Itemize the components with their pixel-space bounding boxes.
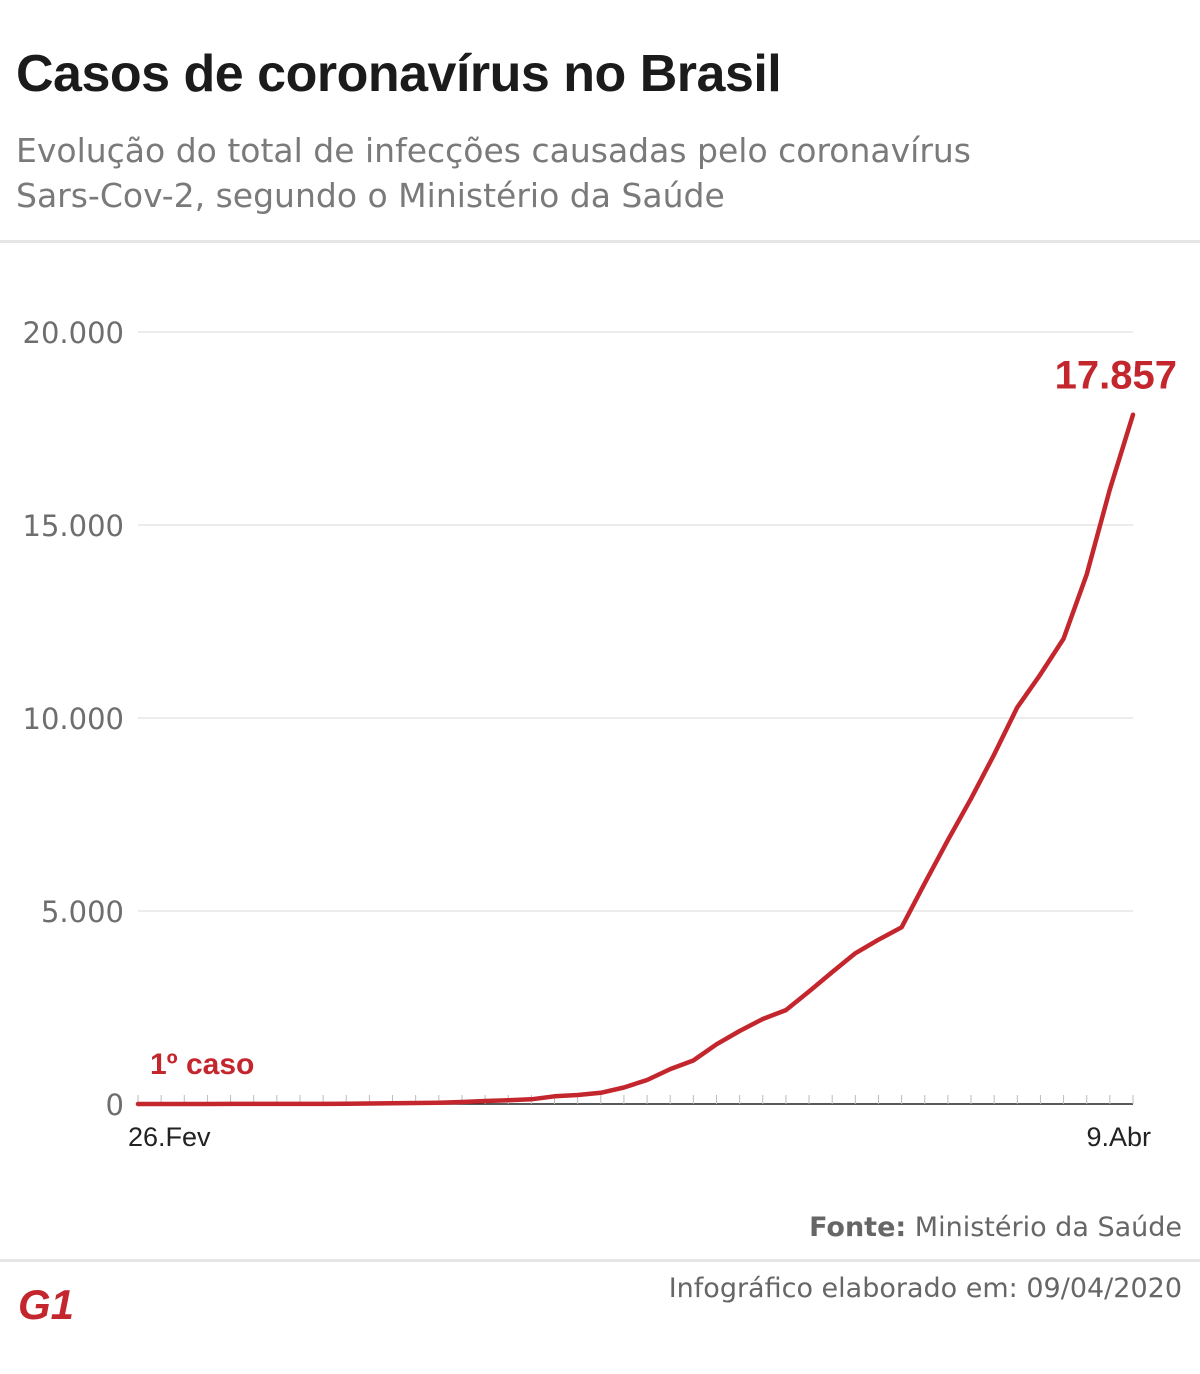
last-value-annotation: 17.857 <box>1055 354 1177 398</box>
x-tick-label: 26.Fev <box>128 1122 211 1152</box>
y-tick-label: 10.000 <box>23 702 124 736</box>
series-line <box>135 412 1136 1107</box>
chart-title: Casos de coronavírus no Brasil <box>16 45 782 103</box>
y-tick-label: 15.000 <box>23 509 124 543</box>
chart-subtitle: Evolução do total de infecções causadas … <box>16 128 1166 218</box>
credit-note: Infográfico elaborado em: 09/04/2020 <box>669 1273 1182 1304</box>
y-tick-label: 5.000 <box>41 895 124 929</box>
source-value: Ministério da Saúde <box>914 1212 1182 1243</box>
line-chart: 0 5.000 10.000 15.000 20.000 26.Fev 9.Abr 1º ca… <box>23 316 1177 1152</box>
top-divider <box>0 240 1200 243</box>
subtitle-line-2: Sars-Cov-2, segundo o Ministério da Saúd… <box>16 176 725 215</box>
g1-logo: G1 <box>18 1283 74 1323</box>
g1-logo-text: G1 <box>18 1283 74 1323</box>
y-tick-label: 20.000 <box>23 316 124 350</box>
source-label: Fonte: <box>809 1212 907 1243</box>
credit-label: Infográfico elaborado em: <box>668 1273 1018 1304</box>
subtitle-line-1: Evolução do total de infecções causadas … <box>16 131 972 170</box>
first-case-annotation: 1º caso <box>150 1048 254 1081</box>
bottom-divider <box>0 1259 1200 1262</box>
x-tick-label: 9.Abr <box>1086 1122 1151 1152</box>
source-note: Fonte: Ministério da Saúde <box>809 1212 1182 1243</box>
credit-date: 09/04/2020 <box>1026 1273 1182 1304</box>
y-tick-label: 0 <box>106 1088 124 1122</box>
